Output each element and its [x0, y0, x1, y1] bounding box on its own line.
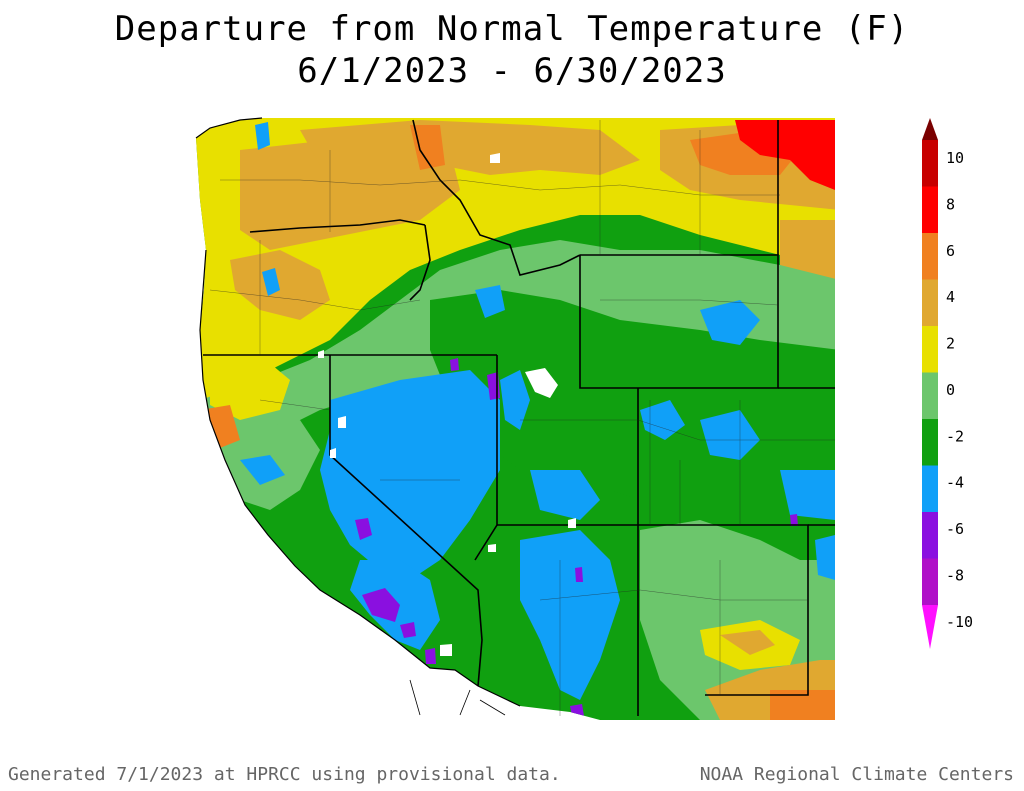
legend-swatch — [922, 558, 938, 606]
legend-tick-label: -2 — [946, 427, 964, 445]
color-legend: 10 8 6 4 2 0 -2 -4 -6 -8 -10 — [922, 118, 973, 649]
title-line-1: Departure from Normal Temperature (F) — [114, 9, 910, 49]
legend-swatch — [922, 279, 938, 327]
county-boundaries — [209, 120, 835, 716]
lakes — [318, 153, 576, 656]
page-title: Departure from Normal Temperature (F) 6/… — [0, 8, 1024, 92]
baja-outline — [409, 679, 506, 716]
legend-swatch — [922, 233, 938, 280]
legend-arrow-bottom — [922, 605, 938, 649]
legend-tick-label: 8 — [946, 195, 955, 213]
legend-tick-label: 4 — [946, 288, 955, 306]
legend-tick-label: 10 — [946, 149, 964, 167]
legend-tick-label: -10 — [946, 613, 973, 631]
legend-swatch — [922, 140, 938, 187]
legend-tick-label: 0 — [946, 381, 955, 399]
legend-swatch — [922, 186, 938, 234]
legend-tick-label: 6 — [946, 242, 955, 260]
state-boundaries — [203, 119, 835, 716]
title-line-2: 6/1/2023 - 6/30/2023 — [297, 51, 727, 91]
legend-swatch — [922, 465, 938, 513]
footer-source: NOAA Regional Climate Centers — [699, 764, 1014, 785]
legend-swatch — [922, 326, 938, 373]
legend-swatch — [922, 419, 938, 466]
legend-swatch — [922, 512, 938, 559]
legend-tick-label: -4 — [946, 474, 964, 492]
legend-arrow-top — [922, 118, 938, 140]
legend-tick-label: -8 — [946, 566, 964, 584]
coastline — [195, 117, 521, 707]
legend-tick-label: -6 — [946, 520, 964, 538]
legend-swatch — [922, 372, 938, 420]
legend-tick-label: 2 — [946, 335, 955, 353]
temperature-fill — [196, 118, 835, 720]
footer-generated-note: Generated 7/1/2023 at HPRCC using provis… — [8, 764, 561, 785]
